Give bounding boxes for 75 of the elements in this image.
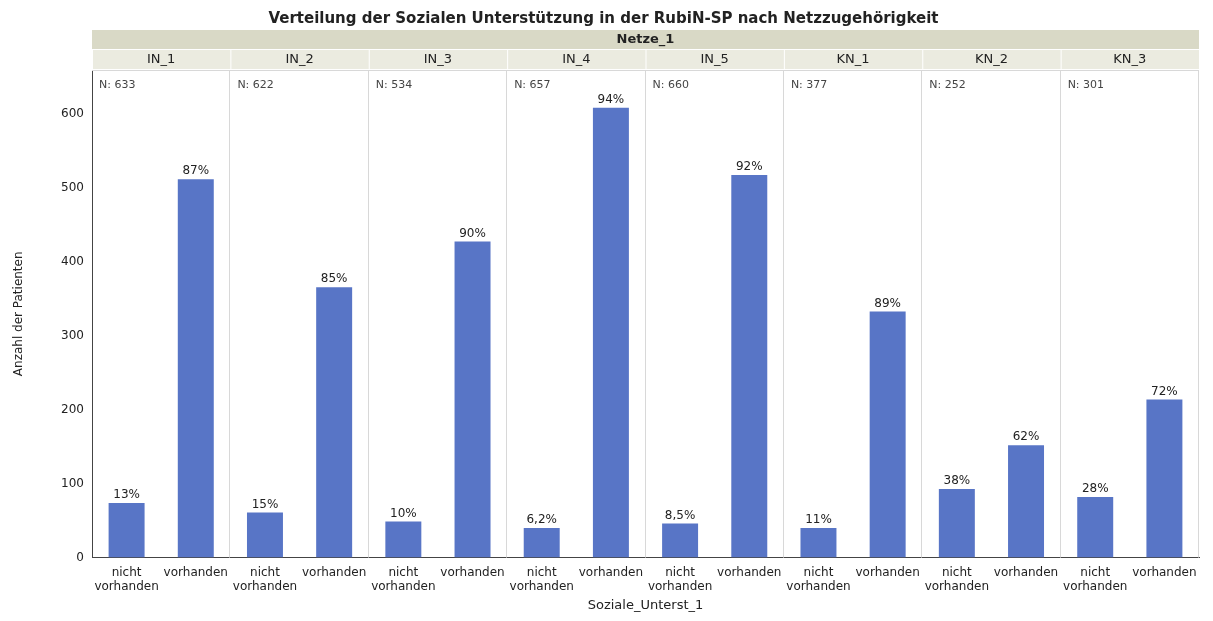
y-tick-label: 300 bbox=[61, 328, 84, 343]
chart-title: Verteilung der Sozialen Unterstützung in der RubiN-SP nach Netzzugehörigkeit bbox=[268, 8, 939, 27]
bar bbox=[246, 512, 283, 558]
x-axis-title: Soziale_Unterst_1 bbox=[587, 596, 704, 612]
annotation: 62% bbox=[1012, 429, 1040, 444]
text: IN_1 bbox=[147, 51, 176, 67]
y-tick-label: 0 bbox=[76, 549, 84, 564]
annotation: 11% bbox=[805, 512, 832, 527]
annotation: 94% bbox=[597, 91, 625, 106]
text: IN_5 bbox=[700, 51, 729, 67]
bar bbox=[177, 179, 214, 558]
x-tick-label: vorhanden bbox=[163, 564, 228, 579]
text: KN_2 bbox=[974, 51, 1008, 67]
bar bbox=[592, 107, 629, 558]
annotation: N: 633 bbox=[99, 78, 136, 92]
annotation: N: 301 bbox=[1067, 78, 1105, 92]
text: Netze_1 bbox=[616, 31, 675, 48]
annotation: N: 657 bbox=[514, 78, 551, 92]
bar bbox=[385, 521, 422, 558]
x-tick-label: vorhanden bbox=[301, 564, 367, 579]
bar bbox=[869, 311, 906, 558]
text: KN_3 bbox=[1113, 51, 1147, 67]
annotation: N: 377 bbox=[790, 78, 828, 92]
x-tick-label: nicht vorhanden bbox=[94, 564, 159, 594]
bar bbox=[662, 523, 699, 558]
annotation: 85% bbox=[320, 271, 348, 286]
y-tick-label: 500 bbox=[61, 180, 84, 195]
bar bbox=[523, 528, 560, 558]
bar bbox=[800, 528, 837, 558]
y-tick-label: 400 bbox=[61, 254, 84, 269]
y-tick-label: 600 bbox=[61, 106, 84, 121]
x-tick-label: nicht vorhanden bbox=[371, 564, 436, 594]
annotation: N: 252 bbox=[929, 78, 966, 92]
x-tick-label: vorhanden bbox=[1132, 564, 1197, 579]
annotation: 28% bbox=[1081, 481, 1109, 496]
bar bbox=[108, 502, 145, 558]
x-tick-label: vorhanden bbox=[578, 564, 644, 579]
annotation: 90% bbox=[459, 225, 486, 240]
x-tick-label: nicht vorhanden bbox=[1063, 564, 1128, 594]
annotation: 13% bbox=[113, 487, 140, 502]
text: IN_4 bbox=[562, 51, 591, 67]
bar bbox=[938, 488, 975, 558]
annotation: 72% bbox=[1151, 383, 1178, 398]
annotation: 10% bbox=[390, 505, 417, 520]
annotation: N: 622 bbox=[237, 78, 274, 92]
annotation: 15% bbox=[251, 496, 279, 511]
x-tick-label: vorhanden bbox=[717, 564, 782, 579]
y-tick-label: 100 bbox=[61, 475, 84, 490]
bar bbox=[316, 287, 353, 558]
bar bbox=[1146, 399, 1183, 558]
x-tick-label: vorhanden bbox=[855, 564, 920, 579]
annotation: N: 660 bbox=[652, 78, 689, 92]
x-tick-label: nicht vorhanden bbox=[647, 564, 713, 594]
x-tick-label: nicht vorhanden bbox=[786, 564, 851, 594]
annotation: 87% bbox=[182, 163, 210, 178]
x-tick-label: nicht vorhanden bbox=[232, 564, 298, 594]
annotation: 89% bbox=[874, 295, 901, 310]
x-tick-label: vorhanden bbox=[993, 564, 1059, 579]
bar bbox=[731, 174, 768, 558]
annotation: 38% bbox=[943, 473, 971, 488]
y-axis-title: Anzahl der Patienten bbox=[11, 251, 26, 377]
x-tick-label: vorhanden bbox=[440, 564, 505, 579]
text: IN_2 bbox=[285, 51, 314, 67]
text: IN_3 bbox=[423, 51, 453, 67]
x-tick-label: nicht vorhanden bbox=[924, 564, 990, 594]
bar bbox=[454, 241, 491, 558]
annotation: 6,2% bbox=[526, 512, 557, 527]
x-tick-label: nicht vorhanden bbox=[509, 564, 574, 594]
annotation: N: 534 bbox=[375, 78, 413, 92]
text: KN_1 bbox=[836, 51, 870, 67]
y-tick-label: 200 bbox=[61, 401, 84, 416]
annotation: 92% bbox=[735, 159, 763, 174]
bar bbox=[1077, 497, 1114, 558]
annotation: 8,5% bbox=[664, 507, 696, 522]
bar bbox=[1008, 445, 1045, 558]
